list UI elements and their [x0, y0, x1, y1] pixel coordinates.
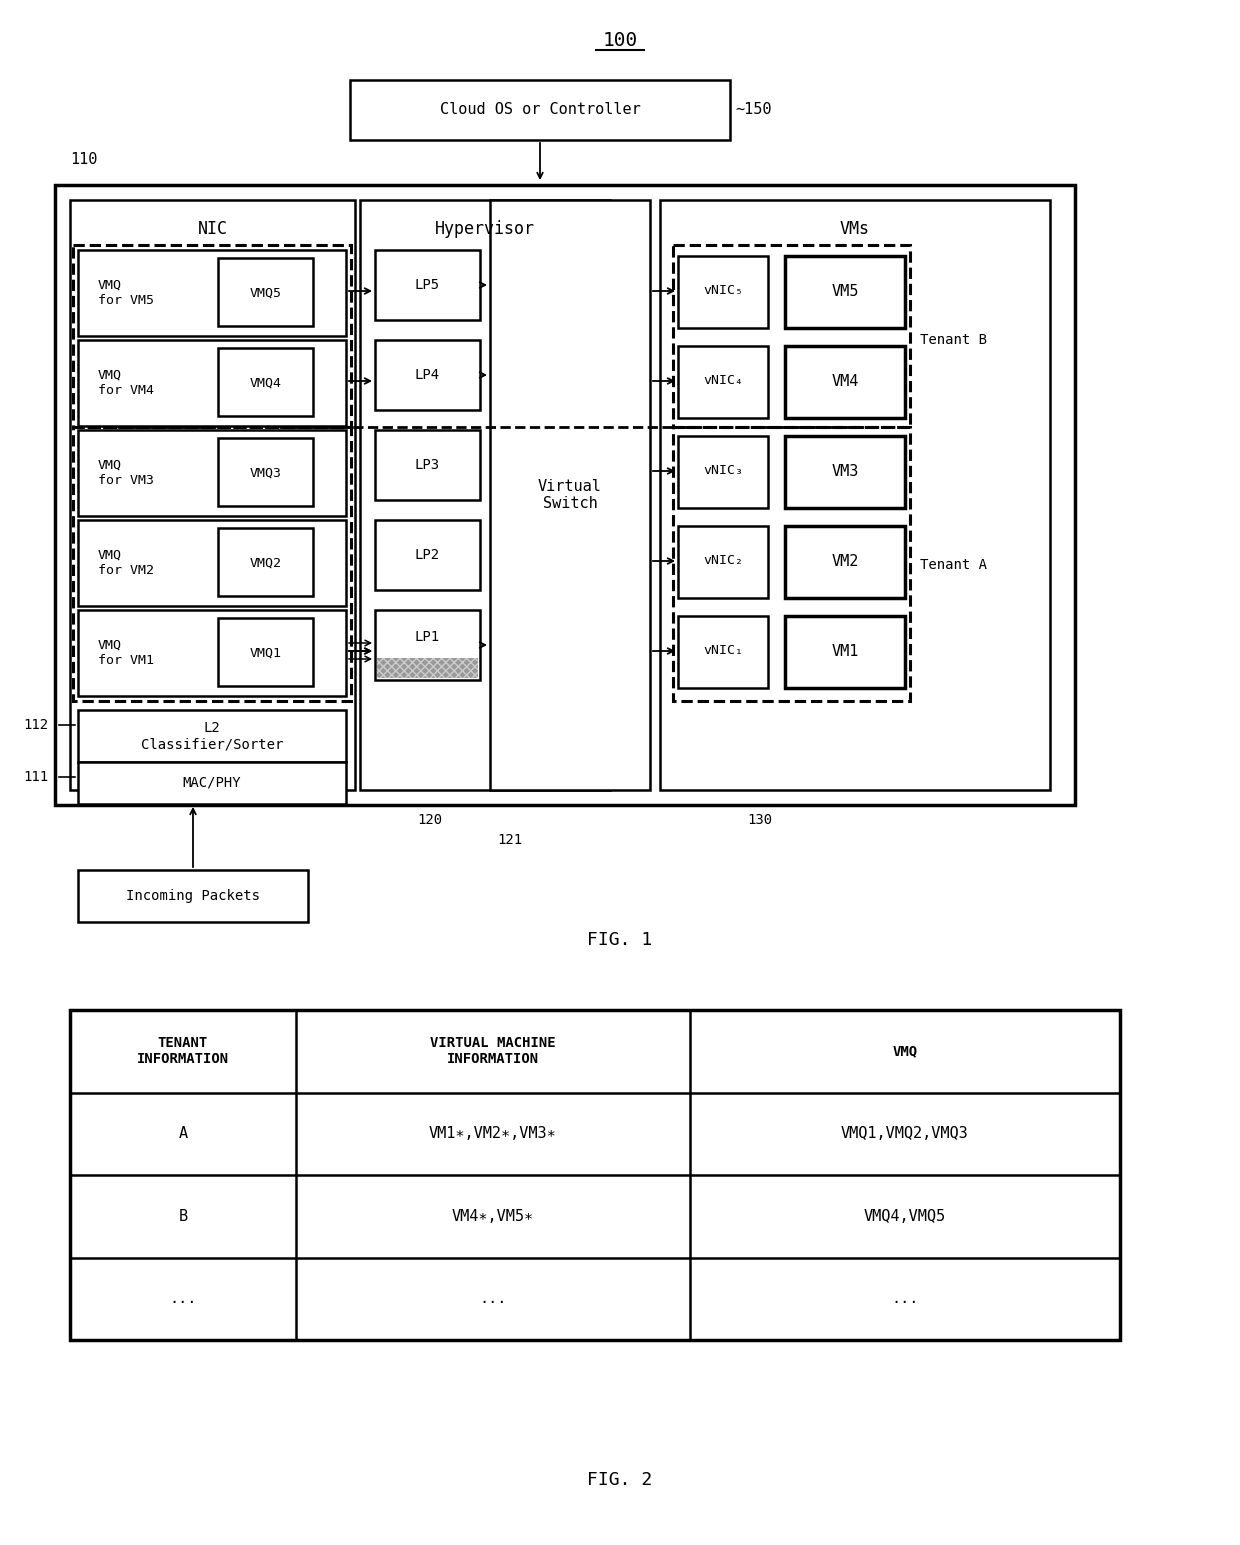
- Bar: [218, 348, 312, 416]
- Bar: [218, 618, 312, 686]
- Bar: [78, 762, 346, 803]
- Bar: [350, 80, 730, 141]
- Bar: [69, 199, 355, 789]
- Text: VMQ4: VMQ4: [249, 377, 281, 389]
- Bar: [78, 610, 346, 695]
- Bar: [360, 199, 610, 789]
- Text: VMQ
for VM2: VMQ for VM2: [98, 548, 154, 576]
- Text: MAC/PHY: MAC/PHY: [182, 776, 242, 789]
- Text: A: A: [179, 1126, 187, 1142]
- Text: Virtual
Switch: Virtual Switch: [538, 479, 601, 511]
- Text: LP3: LP3: [415, 457, 440, 473]
- Text: ...: ...: [892, 1292, 919, 1306]
- Bar: [785, 346, 905, 419]
- Bar: [374, 521, 480, 590]
- Text: VMQ1,VMQ2,VMQ3: VMQ1,VMQ2,VMQ3: [841, 1126, 968, 1142]
- Text: VIRTUAL MACHINE
INFORMATION: VIRTUAL MACHINE INFORMATION: [430, 1037, 556, 1066]
- Bar: [785, 256, 905, 328]
- Bar: [218, 258, 312, 326]
- Bar: [785, 616, 905, 688]
- Bar: [660, 199, 1050, 789]
- Bar: [377, 658, 477, 678]
- Text: VM4∗,VM5∗: VM4∗,VM5∗: [451, 1208, 533, 1224]
- Bar: [218, 528, 312, 596]
- Text: 121: 121: [497, 833, 522, 847]
- Bar: [69, 1010, 1120, 1340]
- Text: ~150: ~150: [735, 102, 771, 117]
- Bar: [785, 525, 905, 598]
- Text: vNIC₂: vNIC₂: [703, 555, 743, 567]
- Bar: [78, 340, 346, 426]
- Text: VMQ
for VM5: VMQ for VM5: [98, 280, 154, 307]
- Bar: [374, 610, 480, 680]
- Bar: [673, 426, 910, 701]
- Text: VMQ5: VMQ5: [249, 286, 281, 300]
- Text: 130: 130: [748, 813, 773, 827]
- Bar: [55, 185, 1075, 805]
- Text: VMQ
for VM3: VMQ for VM3: [98, 459, 154, 487]
- Text: VM1: VM1: [831, 644, 858, 658]
- Bar: [73, 426, 351, 701]
- Text: Tenant A: Tenant A: [920, 558, 987, 572]
- Text: vNIC₃: vNIC₃: [703, 465, 743, 477]
- Text: VMQ1: VMQ1: [249, 646, 281, 660]
- Text: VM3: VM3: [831, 464, 858, 479]
- Text: LP1: LP1: [415, 630, 440, 644]
- Text: NIC: NIC: [197, 219, 227, 238]
- Bar: [374, 250, 480, 320]
- Text: Hypervisor: Hypervisor: [435, 219, 534, 238]
- Text: TENANT
INFORMATION: TENANT INFORMATION: [136, 1037, 229, 1066]
- Text: FIG. 2: FIG. 2: [588, 1471, 652, 1489]
- Text: FIG. 1: FIG. 1: [588, 932, 652, 949]
- Text: vNIC₄: vNIC₄: [703, 374, 743, 388]
- Bar: [785, 436, 905, 508]
- Text: VMQ3: VMQ3: [249, 467, 281, 479]
- Text: VM4: VM4: [831, 374, 858, 388]
- Text: L2
Classifier/Sorter: L2 Classifier/Sorter: [141, 722, 283, 751]
- Text: VMQ: VMQ: [893, 1044, 918, 1058]
- Bar: [490, 199, 650, 789]
- Bar: [374, 340, 480, 409]
- Text: LP2: LP2: [415, 548, 440, 562]
- Bar: [678, 525, 768, 598]
- Bar: [678, 616, 768, 688]
- Text: 110: 110: [69, 153, 98, 167]
- Text: VM1∗,VM2∗,VM3∗: VM1∗,VM2∗,VM3∗: [429, 1126, 557, 1142]
- Text: VM5: VM5: [831, 283, 858, 298]
- Text: VMQ4,VMQ5: VMQ4,VMQ5: [864, 1208, 946, 1224]
- Text: LP4: LP4: [415, 368, 440, 382]
- Bar: [78, 430, 346, 516]
- Text: vNIC₅: vNIC₅: [703, 284, 743, 298]
- Bar: [678, 256, 768, 328]
- Text: VMs: VMs: [839, 219, 870, 238]
- Text: 120: 120: [418, 813, 443, 827]
- Bar: [678, 436, 768, 508]
- Text: B: B: [179, 1208, 187, 1224]
- Bar: [78, 521, 346, 606]
- Text: Incoming Packets: Incoming Packets: [126, 888, 260, 902]
- Text: ...: ...: [169, 1292, 197, 1306]
- Text: LP5: LP5: [415, 278, 440, 292]
- Text: ...: ...: [479, 1292, 506, 1306]
- Bar: [78, 870, 308, 922]
- Text: VMQ
for VM1: VMQ for VM1: [98, 640, 154, 667]
- Bar: [678, 346, 768, 419]
- Text: vNIC₁: vNIC₁: [703, 644, 743, 658]
- Text: Tenant B: Tenant B: [920, 334, 987, 348]
- Text: 100: 100: [603, 31, 637, 49]
- Text: VMQ
for VM4: VMQ for VM4: [98, 369, 154, 397]
- Text: VMQ2: VMQ2: [249, 556, 281, 570]
- Text: VM2: VM2: [831, 553, 858, 569]
- Bar: [78, 711, 346, 762]
- Bar: [374, 430, 480, 501]
- Text: 111: 111: [22, 769, 48, 783]
- Bar: [78, 250, 346, 335]
- Bar: [377, 658, 477, 678]
- Bar: [673, 246, 910, 426]
- Text: Cloud OS or Controller: Cloud OS or Controller: [440, 102, 640, 117]
- Bar: [218, 437, 312, 507]
- Bar: [73, 246, 351, 426]
- Text: 112: 112: [22, 718, 48, 732]
